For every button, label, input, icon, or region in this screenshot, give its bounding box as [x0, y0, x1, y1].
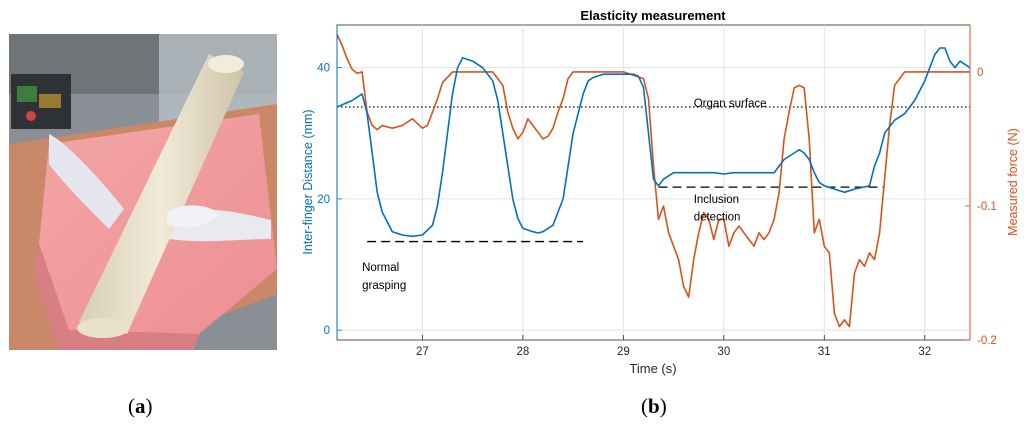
x-axis-label: Time (s)	[629, 361, 676, 376]
annotation-label: grasping	[362, 280, 406, 292]
y-axis-left-label: Inter-finger Distance (mm)	[301, 109, 315, 254]
annotation-label: detection	[694, 212, 741, 224]
x-tick-label: 29	[617, 346, 630, 358]
annotation-label: Normal	[362, 262, 399, 274]
y-axis-right-label: Measured force (N)	[1006, 128, 1020, 236]
annotations: Organ surface Normal grasping Inclusion dete…	[362, 98, 766, 292]
annotation-label: Inclusion	[694, 194, 739, 206]
y-right-tick-label: -0.1	[977, 201, 997, 213]
x-tick-label: 32	[918, 346, 931, 358]
y-left-tick-label: 20	[317, 194, 330, 206]
reference-lines	[337, 106, 970, 243]
chart-title: Elasticity measurement	[580, 8, 726, 23]
left-finger	[49, 134, 124, 229]
y-right-tick-label: 0	[977, 67, 983, 79]
x-tick-label: 27	[416, 346, 429, 358]
axis-ticks: 27 28 29 30 31 32 0 20 40 0 -0.1 -0.2	[317, 25, 997, 358]
gripper-mechanism	[11, 74, 71, 129]
x-tick-label: 30	[717, 346, 730, 358]
robot-gripper-photo	[9, 34, 277, 350]
annotation-label: Organ surface	[694, 98, 767, 110]
panel-label-a: (a)	[128, 394, 153, 418]
grid	[337, 25, 970, 340]
plot-area	[336, 24, 971, 341]
series	[336, 34, 971, 328]
panel-label-b: (b)	[641, 394, 667, 418]
measured-force-series	[336, 34, 970, 328]
y-left-tick-label: 0	[324, 325, 330, 337]
y-right-tick-label: -0.2	[977, 335, 997, 347]
y-left-tick-label: 40	[317, 63, 330, 75]
x-tick-label: 31	[818, 346, 831, 358]
silicone-organ-tube	[77, 54, 244, 338]
x-tick-label: 28	[516, 346, 529, 358]
inter-finger-distance-series	[336, 47, 971, 238]
